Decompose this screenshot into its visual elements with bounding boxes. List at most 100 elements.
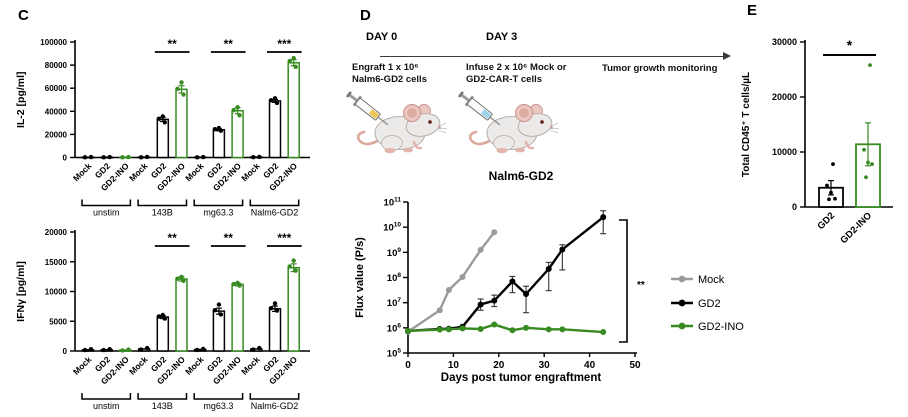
bar-label: GD2-INO: [838, 210, 874, 246]
chart-element: 6: [397, 322, 401, 329]
il2-svg: 0 20000 40000 60000 80000 100000 IL-2 [pg/ml] M…: [15, 37, 310, 218]
group-bracket: [249, 199, 300, 207]
mouse-eye: [540, 120, 544, 124]
mouse-frontpaw: [524, 140, 535, 150]
y-tick-label: 109: [387, 247, 402, 259]
data-point: [126, 347, 131, 352]
data-point: [101, 347, 106, 353]
significance-stars: **: [224, 37, 234, 51]
data-point: [459, 325, 466, 332]
bar: [119, 156, 132, 159]
y-tick-label: 106: [387, 322, 402, 334]
bar: [193, 156, 207, 159]
bar: [137, 348, 151, 352]
data-point: [107, 347, 112, 352]
data-point: [156, 116, 161, 122]
bar: [156, 316, 170, 352]
mouse-eye: [428, 120, 432, 124]
bar: [175, 278, 188, 352]
chart-element: 8: [397, 272, 401, 279]
data-point: [829, 190, 833, 195]
y-tick-label: 60000: [45, 84, 68, 93]
data-point: [101, 155, 106, 160]
mouse-injection-illustration-day3: [457, 91, 559, 154]
data-point: [545, 265, 552, 272]
bar: [212, 129, 226, 159]
y-axis-title: IL-2 [pg/ml]: [15, 71, 27, 128]
timeline-monitoring-label: Tumor growth monitoring: [602, 63, 718, 74]
mouse-foot: [515, 147, 525, 153]
y-tick-label: 1011: [384, 197, 402, 209]
data-point: [293, 64, 298, 70]
data-point: [156, 314, 161, 319]
bar: [287, 62, 300, 159]
bar-label: Mock: [127, 161, 150, 184]
y-tick-label: 20000: [772, 92, 797, 102]
significance-stars: **: [224, 231, 234, 245]
chart-element: 10: [387, 323, 398, 334]
cd45-svg: 0 10000 20000 30000 Total CD45⁺ T cells/µL GD…: [741, 37, 893, 246]
data-point: [175, 86, 180, 91]
syringe-icon: [345, 91, 389, 126]
data-point: [237, 113, 242, 118]
bar: [156, 118, 170, 159]
chart-element: [457, 91, 464, 98]
bar: [268, 308, 282, 352]
data-point: [251, 347, 256, 352]
data-point: [251, 155, 256, 160]
data-point: [477, 325, 484, 332]
group-label: Nalm6-GD2: [251, 401, 299, 411]
data-point: [216, 125, 222, 131]
data-point: [162, 120, 167, 125]
bar-label: Mock: [183, 354, 206, 377]
significance-stars: ***: [277, 231, 291, 245]
bar: [193, 348, 207, 352]
bar: [268, 100, 282, 159]
y-axis-title: IFNγ [pg/ml]: [15, 261, 27, 322]
legend-marker-dot: [678, 299, 686, 307]
group-label: 143B: [152, 208, 173, 218]
data-point: [107, 154, 112, 160]
data-point: [600, 329, 607, 336]
mouse-whisker: [549, 129, 559, 134]
data-point: [120, 155, 125, 160]
data-point: [491, 321, 498, 328]
bar: [212, 310, 226, 352]
y-tick-label: 0: [63, 347, 68, 356]
x-tick-label: 40: [584, 360, 596, 371]
data-point: [201, 154, 206, 160]
data-point: [216, 302, 222, 307]
chart-element: [377, 116, 389, 126]
data-point: [600, 214, 607, 221]
syringe-icon: [457, 91, 501, 126]
y-tick-label: 1010: [383, 222, 401, 234]
chart-element: 10: [387, 349, 398, 360]
significance-stars: **: [167, 37, 177, 51]
group-bracket: [137, 393, 188, 400]
data-point: [833, 196, 837, 201]
group-label: mg63.3: [203, 401, 233, 411]
legend-label: Mock: [698, 274, 725, 286]
bar: [100, 156, 113, 159]
mouse-whisker: [437, 122, 447, 128]
data-point: [179, 274, 184, 280]
mouse-whisker: [437, 129, 447, 134]
timeline-day3-label: DAY 3: [486, 31, 518, 43]
timeline-day0-label: DAY 0: [366, 31, 398, 43]
bar: [231, 283, 244, 352]
data-point: [257, 345, 262, 351]
data-point: [88, 154, 94, 160]
x-tick-label: 10: [448, 360, 460, 371]
data-point: [523, 291, 530, 298]
bar-label: GD2: [816, 210, 838, 232]
bar: [175, 88, 188, 159]
data-point: [175, 276, 180, 281]
data-point: [864, 175, 868, 180]
data-point: [195, 347, 200, 353]
bar: [81, 156, 95, 159]
flux-line-chart: Nalm6-GD2 105 106 107 108 109 1010 1011 0 10 20 30 4…: [345, 160, 785, 415]
group-bracket: [81, 393, 132, 400]
data-point: [201, 346, 206, 352]
text-line: GD2-CAR-T cells: [466, 73, 543, 85]
